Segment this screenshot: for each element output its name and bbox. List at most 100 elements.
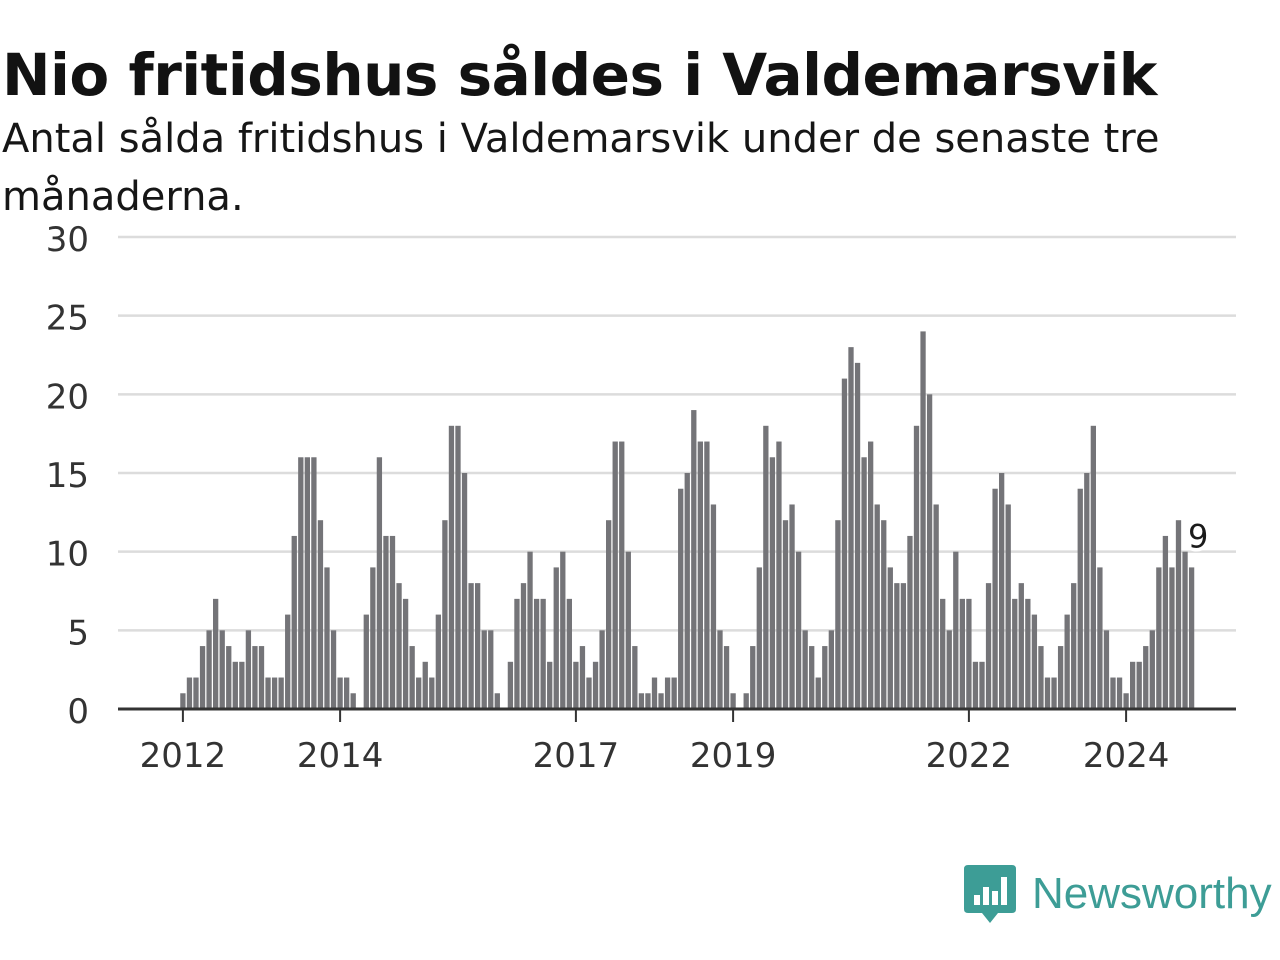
x-tick-label: 2022: [926, 736, 1013, 776]
x-tick-label: 2024: [1083, 736, 1170, 776]
bar: [992, 488, 998, 709]
x-tick-label: 2017: [533, 736, 620, 776]
bar: [920, 331, 926, 709]
y-tick-label: 0: [67, 692, 89, 732]
bar: [723, 646, 730, 709]
bar: [547, 661, 553, 709]
bar: [907, 535, 913, 709]
bar: [435, 614, 441, 709]
bar: [828, 630, 834, 709]
bar: [186, 677, 193, 709]
bar: [913, 425, 920, 709]
bar: [1188, 567, 1195, 709]
bar: [619, 441, 625, 709]
bar: [330, 630, 337, 709]
bar: [822, 646, 828, 709]
bar: [409, 646, 415, 709]
bar: [887, 567, 893, 709]
bar: [979, 661, 985, 709]
bar: [1130, 661, 1136, 709]
bar: [861, 457, 867, 709]
bar: [1044, 677, 1051, 709]
bar: [900, 583, 907, 709]
bar: [953, 551, 959, 709]
bar: [494, 693, 500, 709]
bar: [540, 598, 546, 709]
bar: [324, 567, 330, 709]
bar: [645, 693, 651, 709]
bar: [894, 583, 900, 709]
bar: [1143, 646, 1149, 709]
bar: [1136, 661, 1142, 709]
bar: [664, 677, 671, 709]
bar: [1156, 567, 1162, 709]
bar: [206, 630, 212, 709]
bar: [1169, 567, 1175, 709]
bar: [658, 693, 664, 709]
bar: [199, 646, 206, 709]
bar: [422, 661, 428, 709]
bar: [239, 661, 245, 709]
bar: [579, 646, 586, 709]
bar: [671, 677, 677, 709]
bar: [638, 693, 645, 709]
bar: [959, 598, 965, 709]
chart-title: Nio fritidshus såldes i Valdemarsvik: [2, 41, 1157, 109]
bar: [1097, 567, 1103, 709]
bar: [926, 394, 933, 709]
bar: [1005, 504, 1011, 709]
bar: [370, 567, 376, 709]
bar: [226, 646, 232, 709]
bar: [252, 646, 258, 709]
bar: [1057, 646, 1064, 709]
bar: [317, 520, 324, 709]
bar: [1018, 583, 1024, 709]
bar: [1162, 535, 1169, 709]
x-tick-label: 2019: [690, 736, 777, 776]
bar: [271, 677, 278, 709]
newsworthy-logo[interactable]: Newsworthy: [964, 864, 1272, 928]
bar: [776, 441, 782, 709]
bar: [1025, 598, 1031, 709]
y-tick-label: 10: [46, 535, 89, 575]
bar: [363, 614, 369, 709]
bar: [946, 630, 952, 709]
bar: [868, 441, 874, 709]
bar: [678, 488, 684, 709]
logo-text: Newsworthy: [1032, 869, 1272, 918]
bar: [1064, 614, 1070, 709]
bar: [507, 661, 514, 709]
bar: [717, 630, 723, 709]
bar: [245, 630, 252, 709]
bar: [389, 535, 396, 709]
chart-subtitle: Antal sålda fritidshus i Valdemarsvik un…: [2, 116, 1160, 220]
bar: [625, 551, 631, 709]
bar: [396, 583, 402, 709]
bar: [874, 504, 880, 709]
bar: [999, 473, 1005, 709]
y-tick-label: 20: [46, 377, 89, 417]
bar: [592, 661, 599, 709]
bar: [612, 441, 618, 709]
bar: [972, 661, 979, 709]
bar: [1175, 520, 1182, 709]
bar: [285, 614, 291, 709]
bar: [795, 551, 802, 709]
bar: [213, 598, 219, 709]
bar: [1071, 583, 1077, 709]
x-axis-ticks: 2012 2014 2017 2019 2022 2024: [140, 709, 1170, 776]
bar: [344, 677, 350, 709]
bar: [632, 646, 638, 709]
bar: [782, 520, 789, 709]
bar: [291, 535, 297, 709]
bar: [940, 598, 946, 709]
bar: [854, 362, 861, 709]
bar: [350, 693, 356, 709]
bar: [461, 473, 468, 709]
bar: [1116, 677, 1123, 709]
bar: [383, 535, 389, 709]
bar: [985, 583, 992, 709]
bar: [1149, 630, 1155, 709]
bar: [304, 457, 310, 709]
